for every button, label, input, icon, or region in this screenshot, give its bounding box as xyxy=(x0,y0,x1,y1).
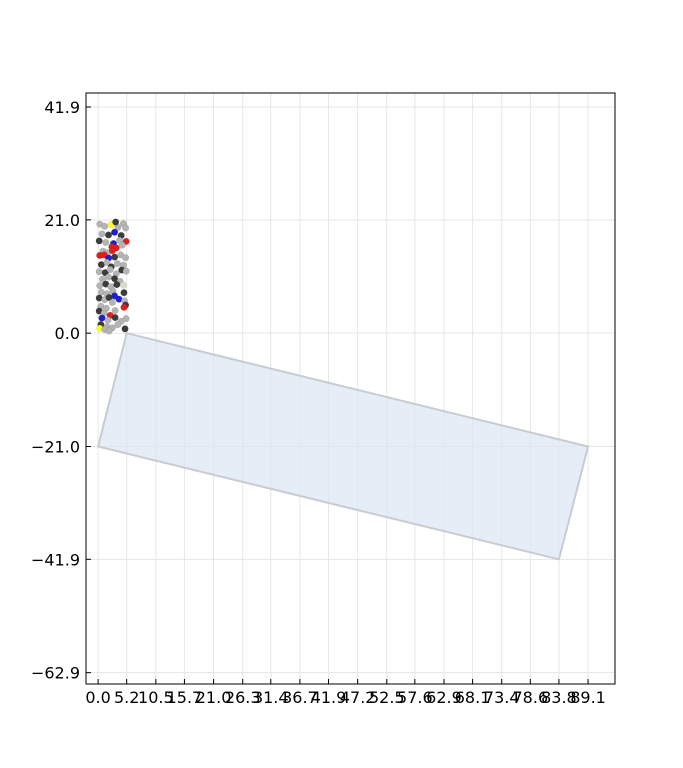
scatter-point xyxy=(98,275,107,283)
y-tick-label: −21.0 xyxy=(31,438,80,457)
x-tick-label: 31.4 xyxy=(253,688,289,707)
x-tick-label: 83.8 xyxy=(541,688,577,707)
scatter-point xyxy=(98,314,106,322)
tick-labels: 0.0 5.210.515.721.026.331.436.741.947.252… xyxy=(31,98,606,707)
scatter-point xyxy=(122,315,130,323)
scatter-point xyxy=(121,325,129,333)
x-tick-label: 10.5 xyxy=(138,688,174,707)
x-tick-label: 5.2 xyxy=(114,688,139,707)
x-tick-label: 26.3 xyxy=(225,688,261,707)
scatter-point xyxy=(106,265,114,274)
scatter-point xyxy=(120,289,128,297)
scatter-point xyxy=(111,253,119,261)
y-tick-label: 41.9 xyxy=(44,98,80,117)
x-tick-label: 57.6 xyxy=(397,688,433,707)
x-tick-label: 62.9 xyxy=(426,688,462,707)
x-tick-label: 41.9 xyxy=(311,688,347,707)
scatter-point xyxy=(96,282,104,290)
scatter-point xyxy=(95,268,103,276)
scatter-point xyxy=(111,306,119,315)
scatter-point xyxy=(105,327,113,335)
y-tick-label: 21.0 xyxy=(44,211,80,230)
highlight-region xyxy=(96,331,590,561)
plot-frame xyxy=(85,92,616,685)
scatter-point xyxy=(113,281,121,289)
scatter-points xyxy=(95,218,130,335)
x-tick-label: 89.1 xyxy=(570,688,606,707)
scatter-point xyxy=(111,228,119,236)
scatter-point xyxy=(122,254,130,262)
x-tick-label: 0.0 xyxy=(85,688,110,707)
x-tick-label: 68.1 xyxy=(455,688,491,707)
scatter-point xyxy=(111,313,119,322)
y-tick-label: −41.9 xyxy=(31,550,80,569)
scatter-point xyxy=(102,238,110,247)
x-tick-label: 52.5 xyxy=(369,688,405,707)
scatter-point xyxy=(111,275,119,283)
scatter-point xyxy=(104,316,112,324)
scatter-point xyxy=(113,260,121,268)
x-tick-label: 73.4 xyxy=(484,688,520,707)
scatter-point xyxy=(112,218,120,226)
y-tick-label: 0.0 xyxy=(55,324,80,343)
scatter-point xyxy=(120,303,128,311)
x-tick-label: 15.7 xyxy=(167,688,203,707)
x-tick-label: 78.6 xyxy=(513,688,549,707)
scatter-point xyxy=(98,230,106,238)
scatter-point xyxy=(108,298,116,306)
x-tick-label: 21.0 xyxy=(196,688,232,707)
region-polygon xyxy=(96,331,590,561)
scatter-point xyxy=(103,258,111,267)
scatter-point xyxy=(114,320,122,329)
scatter-point xyxy=(95,237,103,245)
scatter-point xyxy=(118,241,126,249)
scatter-point xyxy=(104,273,113,281)
scatter-point xyxy=(119,281,127,289)
y-tick-label: −62.9 xyxy=(31,664,80,683)
scatter-point xyxy=(104,231,113,239)
scatter-point xyxy=(122,224,130,232)
x-tick-label: 47.2 xyxy=(340,688,376,707)
x-tick-label: 36.7 xyxy=(282,688,318,707)
scatter-point xyxy=(122,267,130,275)
scatter-point xyxy=(101,222,109,230)
scatter-point xyxy=(108,247,116,255)
axis-ticks xyxy=(86,106,589,684)
